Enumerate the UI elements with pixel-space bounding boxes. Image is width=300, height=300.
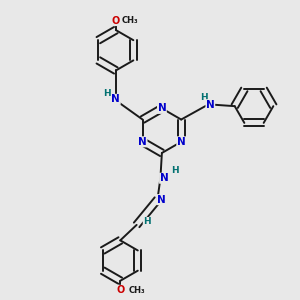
Text: CH₃: CH₃ [128,286,145,295]
Text: CH₃: CH₃ [122,16,138,25]
Text: N: N [138,137,147,147]
Text: N: N [157,195,165,205]
Text: O: O [112,16,120,26]
Text: N: N [177,137,186,147]
Text: H: H [171,166,178,175]
Text: N: N [160,173,168,183]
Text: N: N [206,100,215,110]
Text: N: N [158,103,166,113]
Text: O: O [116,285,124,295]
Text: H: H [103,89,111,98]
Text: H: H [143,218,151,226]
Text: H: H [200,93,207,102]
Text: N: N [112,94,120,104]
